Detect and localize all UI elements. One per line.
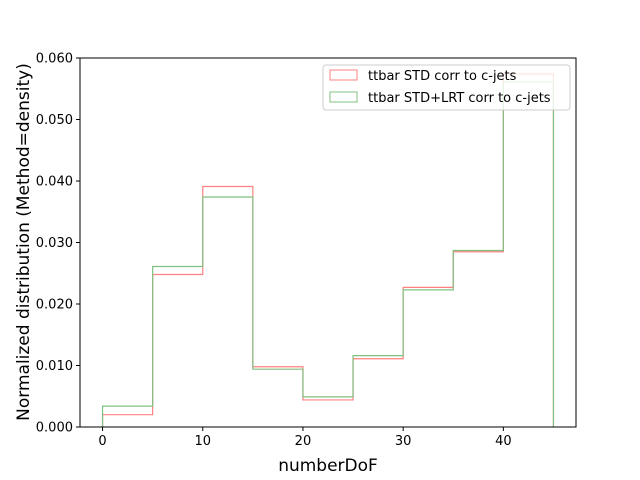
y-tick-label: 0.010: [36, 359, 73, 374]
y-tick-label: 0.050: [36, 113, 73, 128]
x-axis-label: numberDoF: [278, 456, 378, 476]
series-step-line: [101, 81, 555, 427]
x-tick-label: 40: [495, 434, 512, 449]
series-1: [101, 81, 555, 427]
x-tick-label: 30: [395, 434, 412, 449]
x-tick-label: 10: [194, 434, 211, 449]
y-tick-label: 0.020: [36, 298, 73, 313]
y-tick-label: 0.000: [36, 421, 73, 436]
legend-swatch-std-lrt: [329, 91, 358, 103]
x-tick-label: 20: [295, 434, 312, 449]
legend: ttbar STD corr to c-jets ttbar STD+LRT c…: [322, 64, 571, 111]
series-step-line: [101, 73, 555, 427]
y-tick-label: 0.040: [36, 175, 73, 190]
legend-label-std-lrt: ttbar STD+LRT corr to c-jets: [368, 91, 551, 106]
x-axis-ticks: 0 10 20 30 40: [98, 427, 512, 449]
y-tick-label: 0.060: [36, 52, 73, 67]
series-0: [101, 73, 555, 427]
y-axis-label: Normalized distribution (Method=density): [14, 63, 34, 421]
y-tick-label: 0.030: [36, 236, 73, 251]
legend-label-std: ttbar STD corr to c-jets: [368, 69, 517, 84]
legend-box: [322, 64, 571, 111]
legend-swatch-std: [329, 69, 358, 81]
x-tick-label: 0: [98, 434, 106, 449]
y-axis-ticks: 0.000 0.010 0.020 0.030 0.040 0.050 0.060: [36, 52, 80, 436]
series-layer: [101, 73, 555, 427]
